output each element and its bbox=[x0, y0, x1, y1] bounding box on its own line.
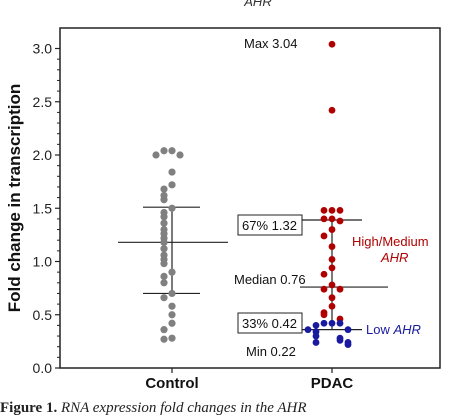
point-pdac-high bbox=[328, 255, 336, 263]
point-pdac-high bbox=[336, 206, 344, 214]
caption-prefix: Figure 1. bbox=[0, 400, 57, 416]
point-pdac-low bbox=[312, 332, 320, 340]
y-tick-label: 2.5 bbox=[33, 94, 53, 110]
figure-caption: Figure 1. RNA expression fold changes in… bbox=[0, 400, 307, 416]
y-axis-label: Fold change in transcription bbox=[5, 84, 24, 313]
y-tick-label: 1.5 bbox=[33, 200, 53, 216]
point-control bbox=[160, 272, 168, 281]
point-pdac-high bbox=[328, 106, 336, 114]
point-pdac-high bbox=[328, 302, 336, 310]
control-mean-sd bbox=[118, 206, 228, 295]
point-control bbox=[160, 279, 168, 287]
point-pdac-high bbox=[336, 285, 344, 293]
y-tick-label: 2.0 bbox=[33, 147, 53, 163]
point-pdac-high bbox=[328, 215, 336, 223]
point-pdac-low bbox=[328, 319, 336, 327]
y-tick-label: 3.0 bbox=[33, 41, 53, 57]
point-control bbox=[160, 196, 168, 204]
chart-title: AHR bbox=[243, 0, 271, 9]
point-pdac-high bbox=[336, 217, 344, 225]
point-control bbox=[152, 151, 160, 159]
x-tick-label-control: Control bbox=[145, 375, 198, 392]
point-pdac-high bbox=[320, 206, 328, 214]
caption-text: RNA expression fold changes in the AHR bbox=[57, 400, 306, 416]
point-pdac-low bbox=[344, 341, 352, 348]
point-pdac-low bbox=[344, 326, 352, 334]
point-pdac-low bbox=[336, 319, 344, 327]
annotation-median: Median 0.76 bbox=[234, 272, 306, 287]
annotations: Max 3.04 Min 0.22 Median 0.76 67% 1.32 3… bbox=[234, 36, 429, 359]
point-control bbox=[168, 311, 176, 319]
point-control bbox=[160, 213, 168, 221]
point-control bbox=[168, 268, 176, 276]
point-control bbox=[160, 185, 168, 193]
x-axis: Control PDAC bbox=[145, 368, 353, 392]
point-control bbox=[168, 289, 176, 298]
point-control bbox=[160, 219, 168, 227]
p67-box bbox=[237, 214, 303, 236]
y-tick-label: 0.5 bbox=[33, 307, 53, 323]
point-pdac-high bbox=[320, 285, 328, 293]
point-control bbox=[168, 302, 176, 310]
point-pdac-high bbox=[320, 215, 328, 223]
annotation-high-line1: High/Medium bbox=[352, 234, 429, 249]
point-pdac-high bbox=[328, 40, 336, 48]
annotation-high-line2: AHR bbox=[380, 250, 408, 265]
annotation-low-gene: AHR bbox=[392, 322, 420, 337]
annotation-low: Low AHR bbox=[366, 322, 421, 337]
point-pdac-high bbox=[328, 243, 336, 250]
annotation-min: Min 0.22 bbox=[246, 344, 296, 359]
point-pdac-low bbox=[320, 319, 328, 327]
point-pdac-low bbox=[304, 326, 312, 334]
point-pdac-high bbox=[328, 281, 336, 289]
x-tick-label-pdac: PDAC bbox=[311, 375, 354, 392]
annotation-p67: 67% 1.32 bbox=[242, 218, 297, 233]
point-control bbox=[168, 147, 176, 155]
point-pdac-high bbox=[320, 270, 328, 278]
point-pdac-high bbox=[328, 294, 336, 302]
point-control bbox=[160, 245, 168, 253]
point-control bbox=[160, 294, 168, 302]
point-control bbox=[168, 334, 176, 342]
point-pdac-high bbox=[328, 226, 336, 233]
y-tick-label: 1.0 bbox=[33, 254, 53, 270]
annotation-low-prefix: Low bbox=[366, 322, 393, 337]
point-pdac-high bbox=[328, 206, 336, 214]
point-control bbox=[176, 151, 184, 159]
y-axis: 0.0 0.5 1.0 1.5 2.0 2.5 3.0 bbox=[33, 41, 60, 376]
point-control bbox=[160, 326, 168, 334]
point-control bbox=[160, 238, 168, 246]
point-pdac-low bbox=[312, 322, 320, 329]
point-pdac-high bbox=[320, 232, 328, 240]
annotation-p33: 33% 0.42 bbox=[242, 316, 297, 331]
point-control bbox=[168, 319, 176, 327]
point-pdac-low bbox=[336, 336, 344, 344]
point-control bbox=[160, 260, 168, 268]
point-control bbox=[168, 168, 176, 176]
y-tick-label: 0.0 bbox=[33, 360, 53, 376]
point-control bbox=[168, 181, 176, 189]
point-pdac-high bbox=[328, 264, 336, 272]
point-pdac-high bbox=[320, 311, 328, 319]
point-control bbox=[160, 335, 168, 343]
annotation-max: Max 3.04 bbox=[244, 36, 297, 51]
p33-box bbox=[237, 312, 303, 334]
point-pdac-low bbox=[312, 339, 320, 346]
point-control bbox=[168, 204, 176, 212]
data-points bbox=[152, 40, 352, 348]
point-control bbox=[160, 147, 168, 155]
